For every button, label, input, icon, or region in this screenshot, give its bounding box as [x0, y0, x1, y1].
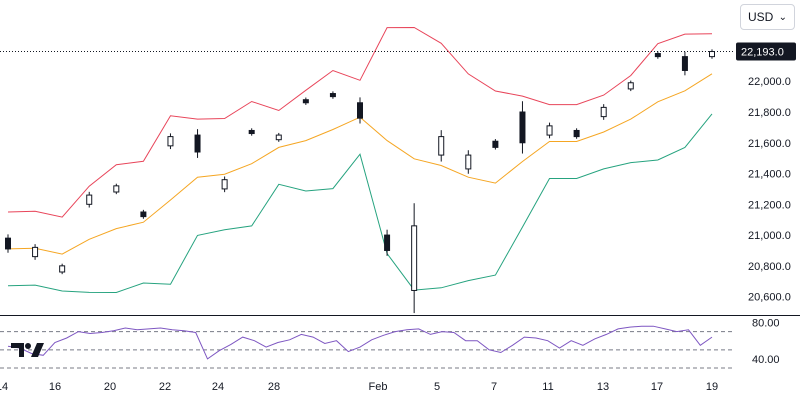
price-tick-5: 21,000.0 [748, 230, 791, 242]
candle-0 [5, 234, 11, 253]
candle-12 [329, 91, 336, 99]
rsi-pane[interactable] [0, 325, 734, 369]
candle-body-9 [248, 129, 255, 135]
candle-15 [411, 203, 418, 314]
candle-body-3 [86, 194, 93, 205]
candle-body-19 [519, 111, 526, 144]
candle-24 [654, 51, 661, 59]
candle-body-7 [194, 134, 201, 153]
candle-11 [302, 97, 309, 105]
candle-5 [140, 209, 147, 219]
candle-body-23 [627, 82, 634, 90]
candle-body-4 [113, 185, 120, 193]
rsi-line [7, 325, 713, 360]
chevron-down-icon: ⌄ [778, 11, 787, 23]
candle-body-11 [302, 99, 309, 104]
candle-body-15 [411, 225, 418, 291]
candle-19 [519, 101, 526, 154]
candle-body-22 [600, 106, 607, 118]
candle-18 [492, 139, 499, 150]
currency-select[interactable]: USD ⌄ [740, 4, 795, 30]
candle-13 [357, 97, 363, 124]
candle-body-8 [221, 179, 228, 190]
rsi-axis[interactable]: 80.00 40.00 [752, 318, 780, 366]
candle-body-17 [465, 154, 472, 170]
price-tick-2: 21,600.0 [748, 138, 791, 150]
candle-17 [465, 150, 472, 174]
time-tick-1: 16 [49, 381, 61, 393]
time-tick-4: 24 [212, 381, 224, 393]
time-tick-7: 5 [434, 381, 440, 393]
candle-body-1 [32, 246, 39, 258]
time-tick-8: 7 [491, 381, 497, 393]
candle-21 [573, 128, 580, 139]
candle-7 [194, 129, 201, 158]
time-tick-10: 13 [597, 381, 609, 393]
candle-4 [113, 183, 120, 195]
candles [5, 49, 715, 314]
candle-9 [248, 128, 255, 136]
bb-upper-line [7, 26, 713, 218]
candle-body-13 [357, 102, 363, 119]
time-tick-11: 17 [651, 381, 663, 393]
candle-body-16 [438, 136, 445, 156]
time-axis[interactable]: 14 16 20 22 24 28 Feb 5 7 11 13 17 19 [0, 381, 718, 393]
last-price-label: 22,193.0 [736, 42, 796, 61]
candle-14 [384, 229, 391, 256]
time-tick-6: Feb [369, 381, 388, 393]
candle-body-2 [59, 265, 66, 273]
price-tick-4: 21,200.0 [748, 199, 791, 211]
candle-body-18 [492, 140, 499, 148]
candle-body-24 [654, 53, 661, 58]
candle-body-26 [709, 51, 715, 58]
candle-26 [709, 49, 715, 59]
price-tick-0: 22,000.0 [748, 76, 791, 88]
currency-select-value: USD [748, 10, 774, 24]
candle-3 [86, 191, 93, 208]
candle-10 [275, 132, 282, 142]
candle-8 [221, 176, 228, 193]
candle-body-20 [546, 125, 553, 136]
candle-25 [681, 51, 688, 76]
candle-23 [627, 80, 634, 92]
candle-body-5 [140, 211, 147, 218]
candle-body-0 [5, 237, 11, 250]
last-price-text: 22,193.0 [741, 47, 784, 59]
time-tick-9: 11 [542, 381, 553, 393]
time-tick-3: 22 [159, 381, 171, 393]
bb-lower-line [7, 113, 713, 294]
bollinger-bands [7, 26, 713, 294]
candle-body-10 [275, 134, 282, 141]
candle-body-14 [384, 234, 391, 251]
candle-6 [167, 133, 174, 150]
time-tick-12: 19 [706, 381, 718, 393]
last-price-badge [736, 42, 796, 61]
candle-body-25 [681, 56, 688, 71]
price-tick-1: 21,800.0 [748, 107, 791, 119]
candle-16 [438, 130, 445, 162]
candle-2 [59, 263, 66, 275]
price-tick-3: 21,400.0 [748, 169, 791, 181]
candle-body-6 [167, 136, 174, 147]
candle-1 [32, 244, 39, 260]
rsi-tick-1: 40.00 [752, 354, 780, 366]
rsi-tick-0: 80.00 [752, 318, 780, 330]
candle-body-21 [573, 129, 580, 138]
tradingview-logo [11, 343, 44, 357]
price-axis[interactable]: 22,000.0 21,800.0 21,600.0 21,400.0 21,200.0… [748, 76, 791, 303]
time-tick-0: 14 [0, 381, 8, 393]
time-tick-2: 20 [104, 381, 116, 393]
price-tick-6: 20,800.0 [748, 261, 791, 273]
time-tick-5: 28 [268, 381, 280, 393]
candle-body-12 [329, 93, 336, 98]
candle-20 [546, 122, 553, 139]
price-tick-7: 20,600.0 [748, 292, 791, 304]
candle-22 [600, 104, 607, 120]
